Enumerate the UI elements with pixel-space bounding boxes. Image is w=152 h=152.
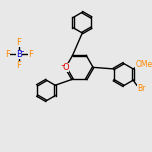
Text: −: − xyxy=(60,62,65,67)
Text: Br: Br xyxy=(137,84,145,93)
Text: F: F xyxy=(16,38,21,47)
Text: F: F xyxy=(16,61,21,70)
Text: O: O xyxy=(62,63,69,72)
Text: F: F xyxy=(28,50,33,59)
Text: F: F xyxy=(5,50,10,59)
Text: OMe: OMe xyxy=(135,60,152,69)
Text: B: B xyxy=(16,50,22,59)
Text: −: − xyxy=(19,49,24,54)
